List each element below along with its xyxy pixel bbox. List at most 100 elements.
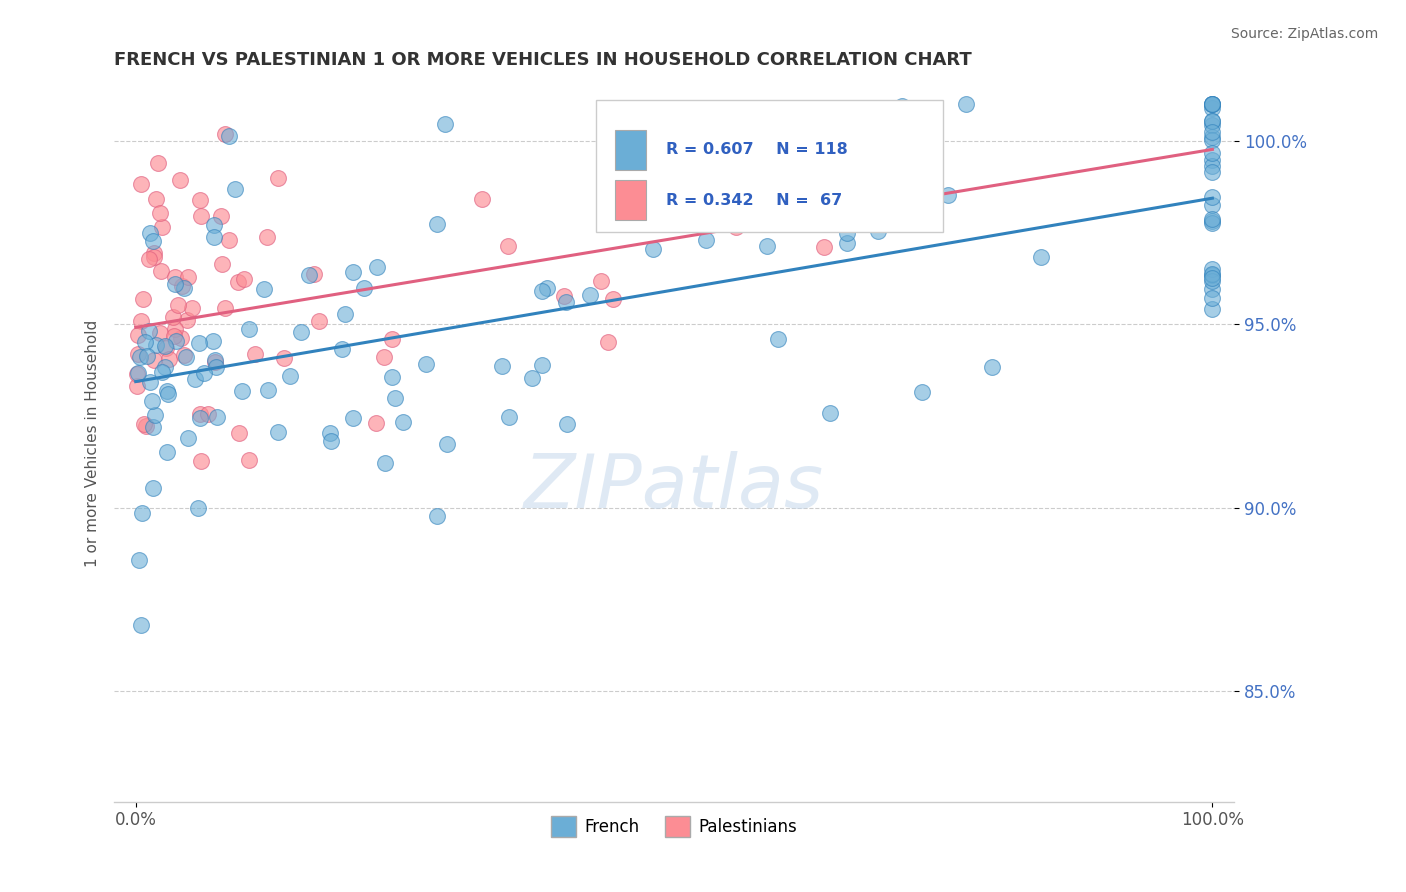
Point [150,264,173,278]
Point [433,117,456,131]
Point [302,267,325,281]
FancyBboxPatch shape [614,180,647,219]
Point [165,334,187,348]
Point [1201,96,1223,111]
Point [602,293,624,307]
Point [692,109,714,123]
Point [278,368,301,383]
Point [155,360,177,375]
Point [1201,96,1223,111]
Point [332,342,354,356]
Point [318,426,340,441]
Point [145,337,167,351]
Point [135,419,157,434]
Point [520,370,543,384]
Point [436,436,458,450]
Point [273,351,295,366]
Point [364,417,387,431]
Point [156,444,179,458]
Point [163,322,186,336]
Point [145,192,167,206]
Point [128,350,150,364]
Point [166,298,188,312]
Point [190,453,212,467]
Point [1029,251,1052,265]
Point [129,178,152,192]
Point [911,385,934,400]
Point [579,288,602,302]
Point [818,407,841,421]
Point [1201,118,1223,132]
Point [155,339,177,353]
Point [204,355,226,369]
Point [218,128,240,143]
Point [202,218,225,232]
Point [555,294,578,309]
Point [187,500,209,515]
Point [366,260,388,274]
Point [202,230,225,244]
Point [174,350,197,364]
Text: R = 0.607    N = 118: R = 0.607 N = 118 [666,143,848,158]
Point [127,328,149,343]
Point [205,360,228,375]
Point [1201,214,1223,228]
Point [181,301,204,316]
Point [138,325,160,339]
Point [1201,146,1223,161]
Point [131,506,153,520]
Point [353,281,375,295]
Point [150,365,173,379]
Point [143,408,166,422]
Point [766,332,789,346]
Point [228,425,250,440]
Point [384,391,406,405]
Point [813,240,835,254]
Point [531,358,554,372]
Point [266,170,288,185]
FancyBboxPatch shape [614,130,647,169]
Point [290,325,312,339]
Point [901,120,924,135]
Text: ZIPatlas: ZIPatlas [524,450,824,523]
Point [426,217,449,231]
Point [188,410,211,425]
Point [643,242,665,256]
Point [127,368,149,382]
Point [177,431,200,445]
Point [127,366,149,380]
Text: R = 0.342    N =  67: R = 0.342 N = 67 [666,193,842,208]
Point [190,209,212,223]
Point [1201,216,1223,230]
Point [868,172,890,186]
Point [159,351,181,366]
Point [415,357,437,371]
Point [1201,129,1223,144]
Point [128,553,150,567]
Point [1201,124,1223,138]
Point [162,310,184,324]
Point [163,277,186,292]
Point [426,508,449,523]
Point [1201,159,1223,173]
Point [211,257,233,271]
Point [142,250,165,264]
Point [890,99,912,113]
Point [536,281,558,295]
Point [176,313,198,327]
Point [648,145,671,160]
Point [1201,302,1223,317]
Point [381,370,404,384]
Point [218,233,240,247]
Point [146,156,169,170]
Point [142,234,165,248]
Point [136,349,159,363]
Point [1201,261,1223,276]
Text: FRENCH VS PALESTINIAN 1 OR MORE VEHICLES IN HOUSEHOLD CORRELATION CHART: FRENCH VS PALESTINIAN 1 OR MORE VEHICLES… [114,51,972,69]
Point [188,407,211,421]
Point [149,206,172,220]
Text: Source: ZipAtlas.com: Source: ZipAtlas.com [1230,27,1378,41]
Point [149,326,172,340]
Point [238,321,260,335]
Point [231,384,253,399]
